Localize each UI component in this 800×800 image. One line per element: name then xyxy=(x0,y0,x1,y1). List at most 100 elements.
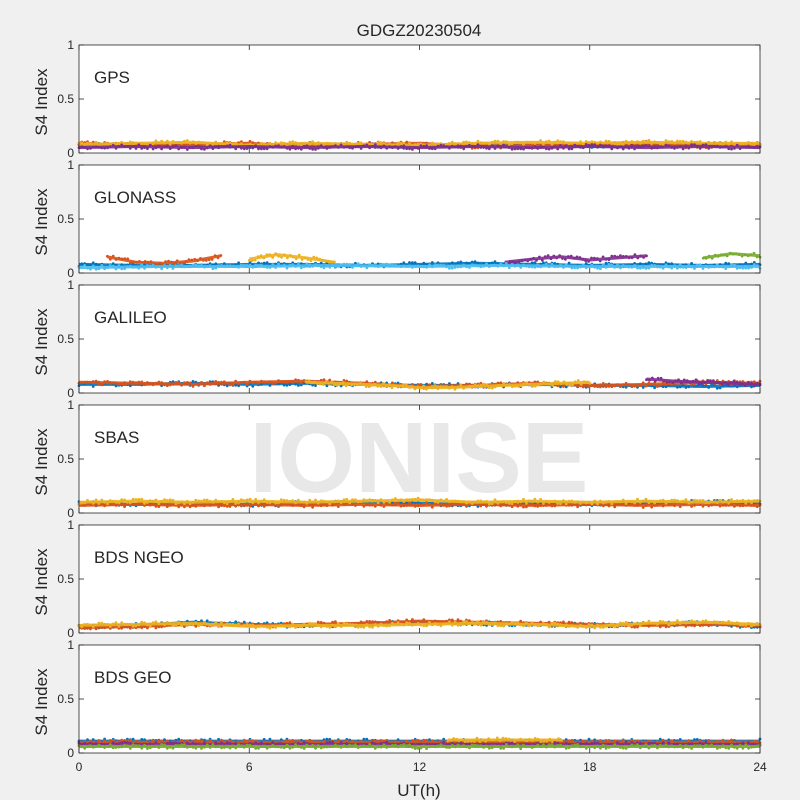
data-point xyxy=(149,260,153,264)
data-point xyxy=(436,740,440,744)
data-point xyxy=(674,379,677,383)
data-point xyxy=(442,745,446,748)
data-point xyxy=(91,501,95,505)
data-point xyxy=(456,261,460,265)
data-point xyxy=(154,265,158,269)
data-point xyxy=(590,256,593,260)
data-point xyxy=(664,385,668,389)
data-point xyxy=(752,251,756,255)
data-point xyxy=(89,500,92,504)
data-point xyxy=(160,139,164,143)
data-point xyxy=(319,504,323,508)
data-point xyxy=(681,265,685,269)
data-point xyxy=(168,143,172,146)
x-tick-label: 18 xyxy=(583,760,597,774)
data-point xyxy=(755,381,759,385)
data-point xyxy=(393,263,397,267)
data-point xyxy=(174,623,178,627)
data-point xyxy=(601,743,605,747)
data-point xyxy=(382,381,385,385)
data-point xyxy=(536,383,540,387)
data-point xyxy=(664,743,668,747)
data-point xyxy=(601,504,605,508)
data-point xyxy=(411,383,414,386)
data-point xyxy=(185,265,189,268)
data-point xyxy=(755,499,759,502)
data-point xyxy=(274,745,277,749)
data-point xyxy=(633,744,636,748)
data-point xyxy=(616,255,619,259)
data-point xyxy=(693,504,696,507)
y-tick-label: 1 xyxy=(67,158,74,172)
data-point xyxy=(564,263,568,267)
data-point xyxy=(117,141,121,145)
data-point xyxy=(678,505,682,508)
data-point xyxy=(257,263,260,267)
data-point xyxy=(177,744,181,747)
data-point xyxy=(747,741,750,745)
data-point xyxy=(525,381,529,385)
data-point xyxy=(283,253,286,257)
data-point xyxy=(576,384,579,388)
series-line xyxy=(107,254,222,265)
data-point xyxy=(97,383,101,386)
data-point xyxy=(299,746,303,749)
data-point xyxy=(687,742,691,746)
data-point xyxy=(519,619,523,623)
data-point xyxy=(536,147,540,150)
data-point xyxy=(180,738,184,742)
data-point xyxy=(496,264,500,268)
data-point xyxy=(325,745,329,749)
data-point xyxy=(262,744,266,748)
data-point xyxy=(473,383,477,386)
data-point xyxy=(80,266,84,269)
data-point xyxy=(211,503,215,507)
data-point xyxy=(542,743,545,746)
data-point xyxy=(470,621,474,624)
data-point xyxy=(411,745,414,749)
data-point xyxy=(721,503,725,507)
data-point xyxy=(670,146,674,149)
data-point xyxy=(160,499,164,503)
data-point xyxy=(481,738,485,742)
data-point xyxy=(578,256,582,259)
data-point xyxy=(487,623,491,626)
data-point xyxy=(752,740,756,743)
data-point xyxy=(542,380,546,384)
data-point xyxy=(411,261,414,264)
data-point xyxy=(445,746,448,749)
data-point xyxy=(701,499,705,502)
data-point xyxy=(83,741,87,745)
data-point xyxy=(288,383,292,386)
data-point xyxy=(245,739,249,743)
data-point xyxy=(727,265,731,269)
data-point xyxy=(627,503,631,507)
data-point xyxy=(569,254,573,258)
data-point xyxy=(710,743,713,747)
data-point xyxy=(499,262,503,266)
data-point xyxy=(123,740,126,744)
data-point xyxy=(123,141,126,145)
data-point xyxy=(103,146,106,150)
data-point xyxy=(644,140,648,144)
data-point xyxy=(644,743,648,747)
data-point xyxy=(641,266,645,269)
data-point xyxy=(373,383,377,386)
data-point xyxy=(536,743,540,747)
data-point xyxy=(120,626,124,630)
data-point xyxy=(217,264,221,268)
data-point xyxy=(698,741,702,745)
data-point xyxy=(336,622,340,625)
data-point xyxy=(462,620,466,624)
data-point xyxy=(399,145,403,148)
data-point xyxy=(356,382,359,386)
data-point xyxy=(681,746,685,750)
data-point xyxy=(507,745,511,748)
data-point xyxy=(111,264,115,268)
data-point xyxy=(453,266,457,269)
data-point xyxy=(359,141,363,145)
data-point xyxy=(527,141,531,144)
data-point xyxy=(134,502,138,506)
data-point xyxy=(203,141,206,145)
data-point xyxy=(698,739,702,742)
